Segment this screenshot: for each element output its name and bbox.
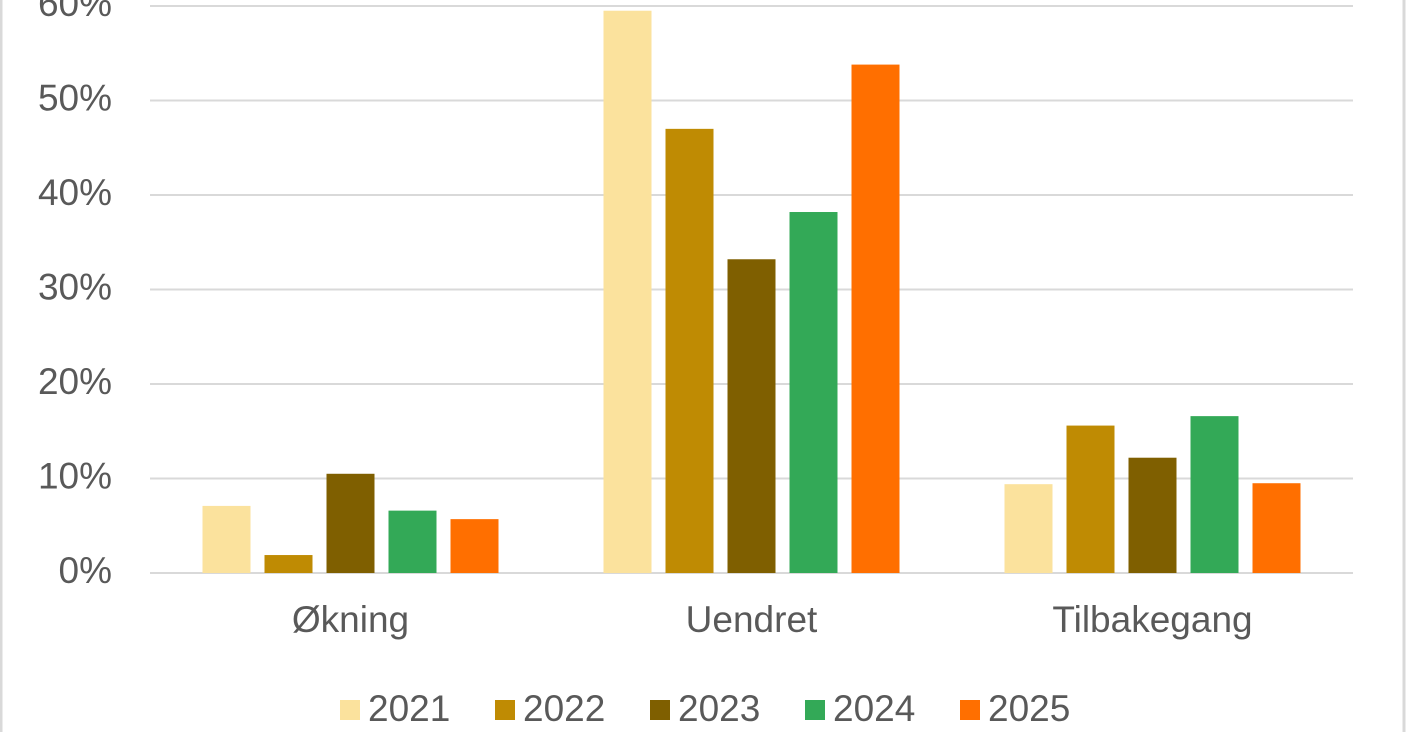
x-tick-label: Økning [292,599,409,640]
x-tick-label: Uendret [686,599,818,640]
y-tick-label: 40% [38,172,112,213]
bar [450,519,499,573]
legend-swatch [495,700,515,720]
legend-swatch [960,700,980,720]
bar [388,510,437,573]
legend-label: 2023 [678,688,760,729]
legend-label: 2025 [988,688,1070,729]
legend-label: 2022 [523,688,605,729]
bar [789,212,838,573]
bar [326,473,375,573]
legend-label: 2021 [368,688,450,729]
legend-label: 2024 [833,688,915,729]
x-tick-label: Tilbakegang [1052,599,1252,640]
y-tick-label: 20% [38,361,112,402]
legend-swatch [650,700,670,720]
bar [1190,416,1239,573]
y-tick-label: 0% [59,550,112,591]
bar [727,259,776,573]
legend-swatch [805,700,825,720]
bar [1066,425,1115,573]
bar [1252,483,1301,573]
legend-swatch [340,700,360,720]
y-tick-label: 30% [38,266,112,307]
bar [264,555,313,573]
bar [665,128,714,573]
y-tick-label: 10% [38,455,112,496]
bar [1004,484,1053,573]
bar [1128,457,1177,573]
bar [202,505,251,573]
y-tick-label: 60% [38,0,112,24]
bar [603,10,652,574]
bar [851,64,900,573]
y-tick-label: 50% [38,77,112,118]
